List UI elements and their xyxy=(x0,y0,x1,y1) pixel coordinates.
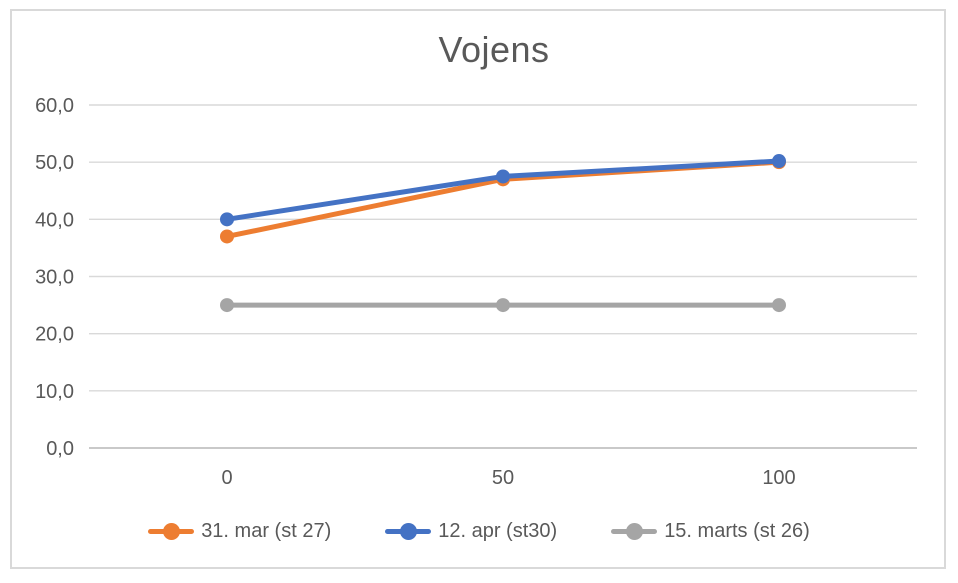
legend-item: 12. apr (st30) xyxy=(385,520,557,543)
legend-label: 12. apr (st30) xyxy=(438,519,558,542)
series-marker-1 xyxy=(772,154,786,169)
legend-item: 15. marts (st 26) xyxy=(611,520,810,543)
y-tick-label: 60,0 xyxy=(35,95,74,117)
x-tick-label: 50 xyxy=(492,467,514,489)
legend: 31. mar (st 27) 12. apr (st30) 15. marts (… xyxy=(0,513,958,549)
series-marker-2 xyxy=(496,298,510,313)
chart-title: Vojens xyxy=(438,29,550,70)
legend-label: 31. mar (st 27) xyxy=(201,519,332,542)
series-marker-0 xyxy=(220,229,234,244)
y-tick-label: 40,0 xyxy=(35,209,74,231)
y-tick-label: 10,0 xyxy=(35,381,74,403)
y-tick-label: 20,0 xyxy=(35,324,74,346)
series-marker-2 xyxy=(772,298,786,313)
chart-frame xyxy=(10,9,946,569)
legend-marker-icon xyxy=(611,522,658,540)
series-marker-1 xyxy=(496,169,510,184)
y-tick-label: 30,0 xyxy=(35,267,74,289)
legend-marker-icon xyxy=(385,522,432,540)
legend-marker-icon xyxy=(148,522,195,540)
legend-label: 15. marts (st 26) xyxy=(664,519,810,542)
x-tick-label: 0 xyxy=(221,467,232,489)
series-marker-1 xyxy=(220,212,234,227)
legend-item: 31. mar (st 27) xyxy=(148,520,331,543)
y-tick-label: 50,0 xyxy=(35,152,74,174)
x-tick-label: 100 xyxy=(762,467,795,489)
y-tick-label: 0,0 xyxy=(46,438,74,460)
series-marker-2 xyxy=(220,298,234,313)
